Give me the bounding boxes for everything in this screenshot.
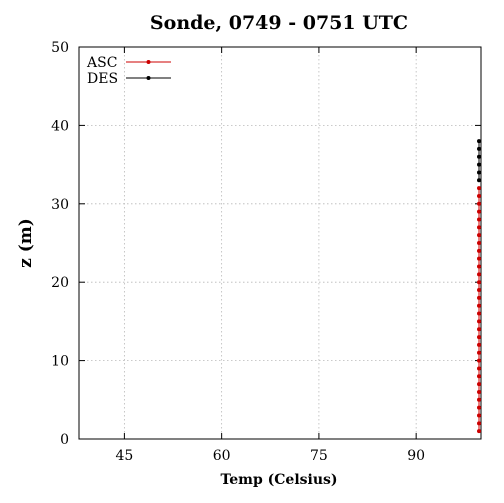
y-tick-label: 40	[51, 118, 69, 134]
data-point-asc	[477, 374, 481, 379]
legend-label: ASC	[86, 55, 117, 71]
data-point-asc	[477, 241, 481, 245]
data-point-asc	[477, 280, 481, 285]
data-point-asc	[477, 405, 481, 410]
data-point-asc	[477, 319, 481, 324]
data-point-des	[477, 139, 481, 144]
chart-title: Sonde, 0749 - 0751 UTC	[150, 12, 408, 34]
series-des	[477, 139, 481, 183]
x-tick-label: 75	[310, 448, 328, 464]
x-tick-label: 45	[115, 448, 133, 464]
data-point-asc	[477, 201, 481, 206]
data-point-des	[477, 170, 481, 175]
data-point-asc	[477, 366, 481, 371]
data-point-asc	[477, 335, 481, 340]
data-point-des	[477, 146, 481, 151]
y-tick-label: 50	[51, 40, 69, 56]
x-tick-label: 60	[213, 448, 231, 464]
data-point-des	[477, 162, 481, 167]
legend-marker-des	[146, 76, 151, 80]
data-point-asc	[477, 233, 481, 238]
data-point-asc	[477, 248, 481, 253]
data-point-asc	[477, 429, 481, 434]
data-point-asc	[477, 209, 481, 214]
y-tick-label: 10	[51, 354, 69, 370]
plot-area-frame	[78, 46, 482, 440]
data-point-asc	[477, 327, 481, 332]
data-point-asc	[477, 421, 481, 426]
legend-label: DES	[87, 71, 118, 87]
y-tick-label: 20	[51, 275, 69, 291]
data-point-des	[477, 178, 481, 183]
data-point-asc	[477, 382, 481, 387]
x-axis-label: Temp (Celsius)	[220, 472, 337, 488]
data-point-asc	[477, 288, 481, 293]
data-point-asc	[477, 272, 481, 277]
data-point-asc	[477, 413, 481, 418]
data-point-asc	[477, 342, 481, 347]
legend-marker-asc	[146, 60, 151, 64]
grid-lines	[79, 47, 481, 439]
data-series	[477, 139, 481, 434]
y-tick-label: 30	[51, 197, 69, 213]
data-point-des	[477, 154, 481, 159]
y-axis-label: z (m)	[16, 218, 36, 268]
x-tick-label: 90	[407, 448, 425, 464]
data-point-asc	[477, 389, 481, 394]
data-point-asc	[477, 311, 481, 316]
axis-ticks: 45 60 75 90 0 10 20 30 40 50	[51, 40, 481, 464]
data-point-asc	[477, 193, 481, 198]
data-point-asc	[477, 350, 481, 355]
y-tick-label: 0	[60, 432, 69, 448]
data-point-asc	[477, 217, 481, 222]
data-point-asc	[477, 397, 481, 402]
data-point-asc	[477, 295, 481, 300]
data-point-asc	[477, 264, 481, 269]
data-point-asc	[477, 186, 481, 191]
data-point-asc	[477, 256, 481, 261]
series-asc	[477, 186, 481, 434]
data-point-asc	[477, 358, 481, 363]
data-point-asc	[477, 303, 481, 308]
data-point-asc	[477, 225, 481, 230]
